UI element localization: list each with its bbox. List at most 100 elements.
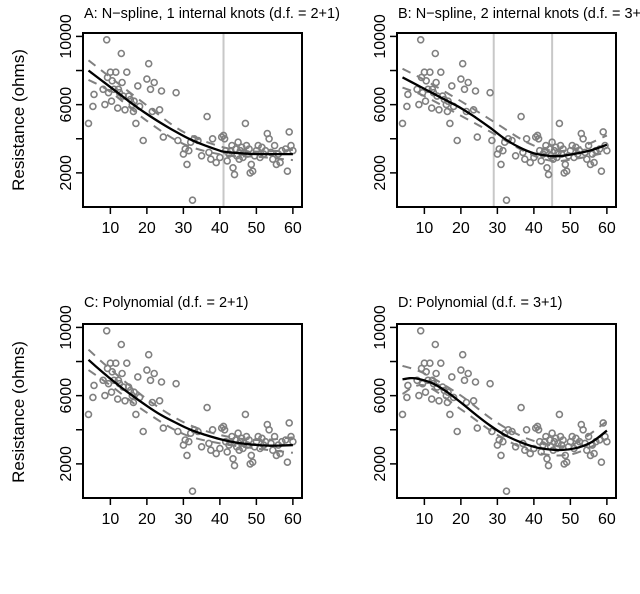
panel-d-xtick-label: 10 [415,511,433,528]
panel-d-title: D: Polynomial (d.f. = 3+1) [398,295,562,311]
panel-c-point [212,449,220,458]
panel-c-xtick-label: 30 [174,511,192,528]
panel-c-point [265,425,273,434]
panel-b-point [427,104,436,112]
panel-d-point [548,429,556,438]
panel-d-point [432,369,440,378]
panel-a-xtick-label: 20 [138,220,156,237]
panel-a-point [129,107,138,116]
panel-a-ytick-label: 6000 [58,87,75,123]
panel-a-ytick-label: 2000 [58,155,75,191]
panel-b-point [537,157,546,165]
panel-c-point [148,398,157,407]
panel-d-point [403,393,411,402]
panel-d-point [590,449,598,458]
panel-b-point [603,146,611,155]
panel-c-point [248,458,257,467]
panel-c-point [139,427,147,436]
panel-d-point [504,425,513,434]
panel-c-point [99,376,107,385]
panel-c-point [283,458,292,467]
panel-d-point [597,458,606,467]
panel-a-point [197,152,206,160]
panel-c-point [185,437,193,446]
panel-b-point [511,152,520,160]
panel-a-ylabel: Resistance (ohms) [9,49,28,191]
panel-c-point [155,396,164,405]
panel-b-xtick-label: 10 [415,220,433,237]
panel-c-ci-upper [87,348,293,442]
panel-b-point [447,82,456,90]
panel-d-point [435,396,443,405]
panel-a-point [241,119,250,128]
panel-b-point [520,155,529,163]
panel-b-xtick-label: 20 [452,220,470,237]
panel-a-point [216,153,224,162]
panel-d-point [555,410,564,419]
panel-b-point [431,49,440,58]
panel-c-title: C: Polynomial (d.f. = 2+1) [84,295,248,311]
panel-b-point [495,145,504,153]
panel-c-point [102,326,111,335]
panel-a-fit-line [87,69,293,156]
panel-a-point [220,135,229,143]
panel-b-point [555,119,564,128]
panel-a-ci-lower [88,79,293,162]
panel-c-point [118,369,126,378]
panel-d-point [534,425,543,434]
panel-c-point [150,369,158,378]
panel-a-point [207,155,215,163]
panel-c-ytick-label: 10000 [58,305,75,350]
panel-d-point [447,373,456,381]
panel-c-point [157,378,166,386]
panel-b-point [404,90,412,99]
panel-d-point [427,395,436,403]
panel-d-point [464,369,473,378]
panel-b-point [421,97,430,105]
panel-b-point [517,112,525,121]
panel-b-ytick-label: 6000 [372,87,389,123]
panel-a-point [155,106,164,114]
panel-b-point [436,68,445,76]
panel-a-point [267,148,275,157]
panel-c-fit-line [87,358,293,447]
panel-c-point [207,446,215,455]
panel-a-point [270,141,279,150]
panel-c-point [143,366,151,374]
panel-c-point [90,381,98,390]
panel-c-point [113,395,122,403]
panel-d-point [486,379,494,388]
panel-b-point [473,133,482,141]
panel-b-xtick-label: 60 [598,220,616,237]
panel-b-point [462,107,471,116]
panel-a-point [159,133,168,141]
panel-a-point [283,167,292,175]
panel-b-point [579,135,587,143]
panel-c-point [220,425,229,434]
panel-b-frame [396,32,617,208]
panel-d-point [457,366,465,374]
panel-b-point [497,160,505,169]
panel-d-xtick-label: 60 [598,511,616,528]
panel-a-point [254,141,263,150]
panel-b-point [584,141,593,150]
panel-b-point [460,85,469,94]
panel-a-title: A: N−spline, 1 internal knots (d.f. = 2+… [84,6,340,22]
panel-c-point [245,436,253,444]
panel-b-fit-line [401,76,608,158]
panel-d-point [579,425,587,434]
panel-a-xtick-label: 30 [174,220,192,237]
panel-d-point [497,451,505,460]
panel-b-point [534,135,543,143]
panel-d-point [415,391,423,400]
panel-a-point [212,158,220,167]
panel-b-point [444,97,452,105]
panel-a-point [234,138,242,146]
panel-c-point [205,439,213,448]
panel-c-point [229,454,237,463]
panel-d-frame [396,323,617,499]
panel-d-point [431,340,440,349]
panel-c-point [223,448,231,456]
panel-d-ytick-label: 10000 [372,305,389,350]
